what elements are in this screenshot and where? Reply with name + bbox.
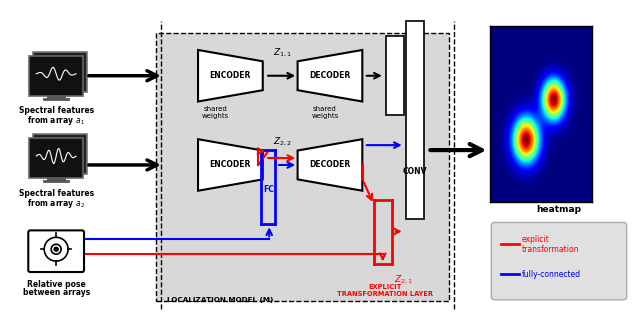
Text: between arrays: between arrays bbox=[22, 288, 90, 297]
Text: LOCALIZATION MODEL (M): LOCALIZATION MODEL (M) bbox=[167, 297, 274, 303]
Text: ENCODER: ENCODER bbox=[210, 160, 251, 170]
Text: DECODER: DECODER bbox=[309, 71, 351, 80]
Polygon shape bbox=[298, 139, 362, 191]
Text: $Z_{2,2}$: $Z_{2,2}$ bbox=[273, 136, 292, 148]
Text: $Z_{1,1}$: $Z_{1,1}$ bbox=[273, 47, 292, 59]
FancyBboxPatch shape bbox=[28, 230, 84, 272]
FancyBboxPatch shape bbox=[156, 33, 449, 301]
FancyBboxPatch shape bbox=[406, 21, 424, 220]
Text: CONV: CONV bbox=[403, 167, 427, 176]
Text: from array $a_2$: from array $a_2$ bbox=[27, 197, 85, 210]
Circle shape bbox=[54, 247, 58, 251]
Text: Localization
heatmap: Localization heatmap bbox=[529, 195, 589, 214]
Text: explicit
transformation: explicit transformation bbox=[522, 235, 580, 254]
Text: ENCODER: ENCODER bbox=[210, 71, 251, 80]
Polygon shape bbox=[198, 50, 263, 101]
FancyBboxPatch shape bbox=[29, 56, 83, 96]
Polygon shape bbox=[198, 139, 263, 191]
Text: Spectral features: Spectral features bbox=[19, 189, 93, 198]
Text: Relative pose: Relative pose bbox=[27, 280, 86, 289]
Text: Spectral features: Spectral features bbox=[19, 107, 93, 116]
FancyBboxPatch shape bbox=[33, 134, 87, 174]
Text: fully-connected: fully-connected bbox=[522, 269, 581, 278]
FancyBboxPatch shape bbox=[492, 222, 627, 300]
FancyBboxPatch shape bbox=[386, 36, 404, 116]
Text: shared
weights: shared weights bbox=[202, 106, 229, 119]
FancyBboxPatch shape bbox=[33, 52, 87, 92]
FancyBboxPatch shape bbox=[29, 138, 83, 178]
Text: $Z_{2,1}$: $Z_{2,1}$ bbox=[394, 274, 413, 286]
Text: DECODER: DECODER bbox=[309, 160, 351, 170]
Polygon shape bbox=[298, 50, 362, 101]
Text: FC: FC bbox=[263, 185, 274, 194]
Text: from array $a_1$: from array $a_1$ bbox=[28, 114, 85, 127]
Text: shared
weights: shared weights bbox=[311, 106, 339, 119]
Text: EXPLICIT
TRANSFORMATION LAYER: EXPLICIT TRANSFORMATION LAYER bbox=[337, 284, 433, 297]
